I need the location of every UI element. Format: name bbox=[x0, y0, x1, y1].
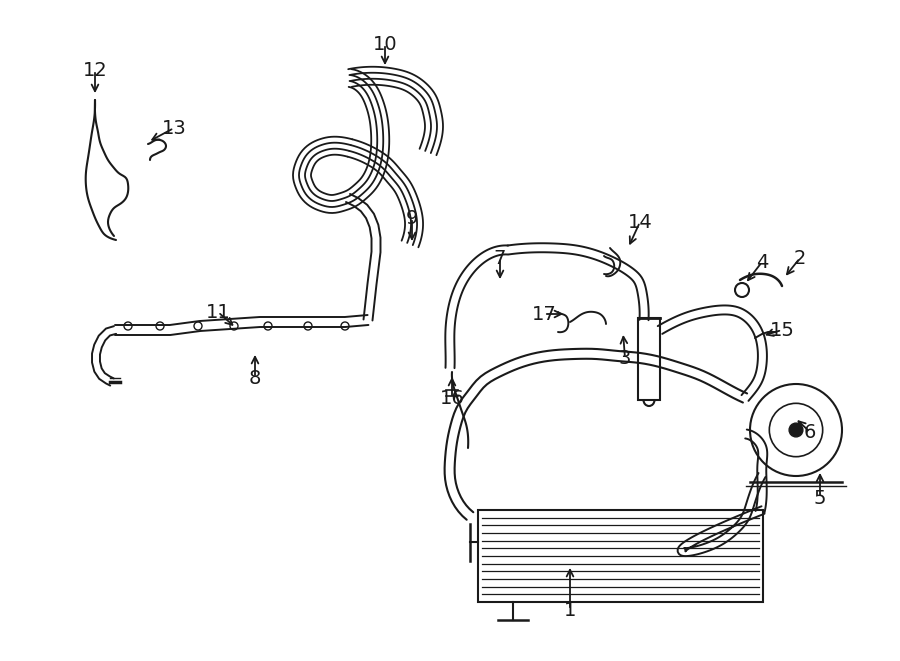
Circle shape bbox=[789, 423, 803, 437]
Text: 15: 15 bbox=[770, 321, 795, 340]
Text: 12: 12 bbox=[83, 61, 107, 79]
Text: 17: 17 bbox=[532, 305, 556, 323]
Text: 16: 16 bbox=[439, 389, 464, 407]
Text: 14: 14 bbox=[627, 212, 652, 231]
Text: 8: 8 bbox=[248, 368, 261, 387]
Bar bbox=[478, 510, 763, 602]
Text: 2: 2 bbox=[794, 249, 806, 268]
Text: 9: 9 bbox=[406, 208, 419, 227]
Text: 1: 1 bbox=[563, 600, 576, 619]
Text: 3: 3 bbox=[619, 348, 631, 368]
Text: 7: 7 bbox=[494, 249, 506, 268]
Text: 5: 5 bbox=[814, 488, 826, 508]
Bar bbox=[638, 318, 660, 400]
Text: 11: 11 bbox=[205, 303, 230, 321]
Text: 10: 10 bbox=[373, 34, 397, 54]
Text: 6: 6 bbox=[804, 422, 816, 442]
Text: 13: 13 bbox=[162, 118, 186, 137]
Text: 4: 4 bbox=[756, 253, 769, 272]
